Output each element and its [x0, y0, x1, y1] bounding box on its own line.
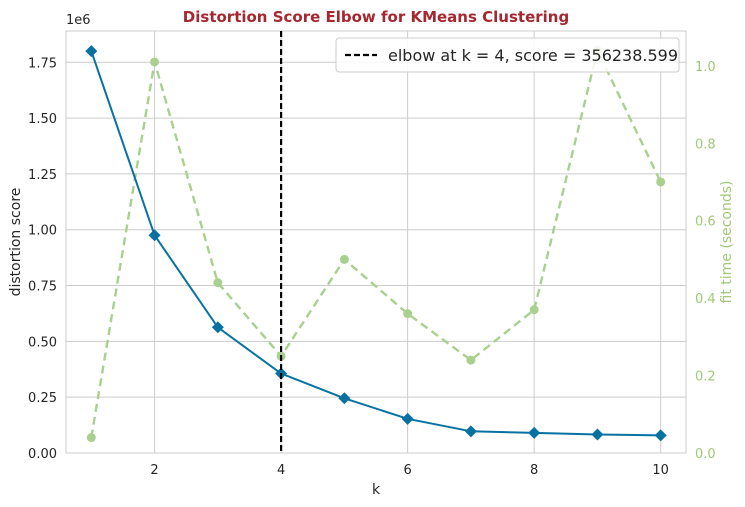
tick-labels: 2 4 6 8 10 0.00 0.25 0.50 0.75 1.00 1.25 1.50 1.75 0.… — [28, 56, 716, 478]
distortion-point — [85, 45, 98, 58]
fit-time-point — [213, 278, 223, 288]
distortion-line — [90, 50, 661, 437]
plot-frame — [65, 30, 687, 454]
distortion-point — [338, 392, 351, 405]
distortion-point — [401, 412, 414, 425]
distortion-point — [528, 426, 541, 439]
y-tick-label: 0.00 — [28, 447, 57, 462]
fit-time-point — [529, 305, 539, 315]
y-tick-label: 1.00 — [28, 224, 57, 239]
y2-tick-label: 0.0 — [695, 447, 716, 462]
y-tick-label: 0.75 — [28, 280, 57, 295]
x-tick-label: 2 — [150, 463, 158, 478]
y-axis-label: distortion score — [8, 188, 24, 297]
x-axis-label: k — [372, 482, 381, 498]
x-tick-label: 10 — [652, 463, 669, 478]
distortion-point — [591, 428, 604, 441]
x-tick-label: 8 — [530, 463, 538, 478]
distortion-point — [464, 425, 477, 438]
fit-time-point — [656, 177, 666, 187]
fit-time-point — [150, 57, 160, 67]
fit-time-point — [339, 254, 349, 264]
distortion-point — [654, 429, 667, 442]
distortion-point — [211, 321, 224, 334]
fit-time-point — [466, 355, 476, 365]
y-offset-label: 1e6 — [66, 13, 91, 28]
y2-axis-label: fit time (seconds) — [719, 181, 735, 304]
y2-tick-label: 1.0 — [695, 60, 716, 75]
fit-time-line — [90, 46, 662, 438]
legend: elbow at k = 4, score = 356238.599 — [335, 37, 680, 73]
y-tick-label: 1.50 — [28, 112, 57, 127]
y2-tick-label: 0.6 — [695, 215, 716, 230]
fit-time-point — [403, 309, 413, 319]
y2-tick-label: 0.2 — [695, 370, 716, 385]
chart-title: Distortion Score Elbow for KMeans Cluste… — [183, 8, 569, 26]
fit-time-point — [86, 433, 96, 443]
y-tick-label: 0.50 — [28, 335, 57, 350]
y-tick-label: 1.25 — [28, 168, 57, 183]
x-tick-label: 6 — [403, 463, 411, 478]
legend-elbow-text: elbow at k = 4, score = 356238.599 — [388, 46, 678, 65]
legend-box — [335, 37, 680, 73]
x-tick-label: 4 — [277, 463, 285, 478]
y2-tick-label: 0.8 — [695, 137, 716, 152]
distortion-point — [148, 229, 161, 242]
y-tick-label: 1.75 — [28, 56, 57, 71]
y-tick-label: 0.25 — [28, 391, 57, 406]
y2-tick-label: 0.4 — [695, 292, 716, 307]
